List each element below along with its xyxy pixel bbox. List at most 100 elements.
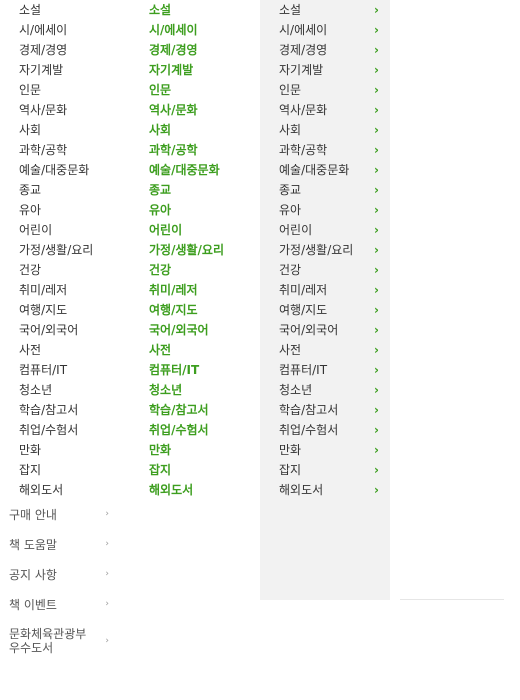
chevron-right-icon: › — [374, 143, 379, 157]
category-link[interactable]: 역사/문화 — [19, 103, 68, 117]
category-label: 만화 — [279, 443, 302, 457]
category-row[interactable]: 취업/수험서 › — [279, 420, 379, 440]
category-link[interactable]: 여행/지도 — [19, 303, 68, 317]
category-row[interactable]: 과학/공학 › — [279, 140, 379, 160]
category-link[interactable]: 컴퓨터/IT — [19, 363, 68, 377]
category-row[interactable]: 유아 › — [279, 200, 379, 220]
category-link[interactable]: 취미/레저 — [19, 283, 68, 297]
category-link-highlighted[interactable]: 국어/외국어 — [149, 323, 209, 337]
category-label: 경제/경영 — [279, 43, 328, 57]
category-link[interactable]: 국어/외국어 — [19, 323, 79, 337]
category-row[interactable]: 여행/지도 › — [279, 300, 379, 320]
chevron-right-icon: › — [374, 463, 379, 477]
category-link[interactable]: 건강 — [19, 263, 42, 277]
category-link[interactable]: 취업/수험서 — [19, 423, 79, 437]
category-link-highlighted[interactable]: 사전 — [149, 343, 172, 357]
category-link-highlighted[interactable]: 소설 — [149, 3, 172, 17]
guide-link[interactable]: 책 도움말 › — [9, 534, 109, 554]
category-link-highlighted[interactable]: 어린이 — [149, 223, 183, 237]
category-link-highlighted[interactable]: 만화 — [149, 443, 172, 457]
category-row[interactable]: 국어/외국어 › — [279, 320, 379, 340]
category-link-highlighted[interactable]: 청소년 — [149, 383, 183, 397]
category-link-highlighted[interactable]: 가정/생활/요리 — [149, 243, 225, 257]
category-row[interactable]: 종교 › — [279, 180, 379, 200]
category-link-highlighted[interactable]: 시/에세이 — [149, 23, 198, 37]
category-row[interactable]: 컴퓨터/IT › — [279, 360, 379, 380]
category-link-highlighted[interactable]: 종교 — [149, 183, 172, 197]
category-link[interactable]: 시/에세이 — [19, 23, 68, 37]
category-label: 자기계발 — [279, 63, 324, 77]
category-row[interactable]: 사회 › — [279, 120, 379, 140]
category-link-highlighted[interactable]: 컴퓨터/IT — [149, 363, 200, 377]
category-link[interactable]: 학습/참고서 — [19, 403, 79, 417]
guide-link-label: 구매 안내 — [9, 507, 57, 522]
category-row[interactable]: 시/에세이 › — [279, 20, 379, 40]
guide-link[interactable]: 공지 사항 › — [9, 564, 109, 584]
category-label: 어린이 — [279, 223, 313, 237]
category-link[interactable]: 과학/공학 — [19, 143, 68, 157]
category-row[interactable]: 인문 › — [279, 80, 379, 100]
category-link[interactable]: 소설 — [19, 3, 42, 17]
category-link[interactable]: 사전 — [19, 343, 42, 357]
guide-link[interactable]: 구매 안내 › — [9, 504, 109, 524]
category-row[interactable]: 소설 › — [279, 0, 379, 20]
category-link[interactable]: 유아 — [19, 203, 42, 217]
category-link-highlighted[interactable]: 해외도서 — [149, 483, 194, 497]
chevron-right-icon: › — [374, 323, 379, 337]
culture-recommended-link[interactable]: 문화체육관광부 우수도서 › — [9, 624, 109, 658]
category-row[interactable]: 건강 › — [279, 260, 379, 280]
category-row[interactable]: 자기계발 › — [279, 60, 379, 80]
category-link[interactable]: 자기계발 — [19, 63, 64, 77]
guide-link[interactable]: 책 이벤트 › — [9, 594, 109, 614]
category-row[interactable]: 학습/참고서 › — [279, 400, 379, 420]
category-link[interactable]: 해외도서 — [19, 483, 64, 497]
category-link[interactable]: 사회 — [19, 123, 42, 137]
category-link-highlighted[interactable]: 역사/문화 — [149, 103, 198, 117]
chevron-right-icon: › — [105, 569, 109, 579]
category-link-highlighted[interactable]: 잡지 — [149, 463, 172, 477]
category-link-highlighted[interactable]: 학습/참고서 — [149, 403, 209, 417]
category-row[interactable]: 어린이 › — [279, 220, 379, 240]
category-link[interactable]: 경제/경영 — [19, 43, 68, 57]
category-row[interactable]: 사전 › — [279, 340, 379, 360]
category-link[interactable]: 어린이 — [19, 223, 53, 237]
category-link-highlighted[interactable]: 과학/공학 — [149, 143, 198, 157]
category-link-highlighted[interactable]: 여행/지도 — [149, 303, 198, 317]
category-link-highlighted[interactable]: 건강 — [149, 263, 172, 277]
category-row[interactable]: 해외도서 › — [279, 480, 379, 500]
category-row[interactable]: 역사/문화 › — [279, 100, 379, 120]
chevron-right-icon: › — [374, 423, 379, 437]
category-link-highlighted[interactable]: 자기계발 — [149, 63, 194, 77]
culture-link-label: 문화체육관광부 우수도서 — [9, 627, 86, 655]
category-row[interactable]: 경제/경영 › — [279, 40, 379, 60]
culture-link-line1: 문화체육관광부 — [9, 627, 87, 641]
category-link-highlighted[interactable]: 취미/레저 — [149, 283, 198, 297]
category-link[interactable]: 만화 — [19, 443, 42, 457]
category-link[interactable]: 청소년 — [19, 383, 53, 397]
category-link-highlighted[interactable]: 예술/대중문화 — [149, 163, 220, 177]
category-link[interactable]: 가정/생활/요리 — [19, 243, 94, 257]
category-link-highlighted[interactable]: 경제/경영 — [149, 43, 198, 57]
chevron-right-icon: › — [105, 509, 109, 519]
category-link-highlighted[interactable]: 유아 — [149, 203, 172, 217]
category-label: 여행/지도 — [279, 303, 328, 317]
category-link-highlighted[interactable]: 취업/수험서 — [149, 423, 209, 437]
category-row[interactable]: 만화 › — [279, 440, 379, 460]
guide-link-label: 공지 사항 — [9, 567, 57, 582]
chevron-right-icon: › — [105, 539, 109, 549]
category-link[interactable]: 종교 — [19, 183, 42, 197]
category-row[interactable]: 가정/생활/요리 › — [279, 240, 379, 260]
category-label: 컴퓨터/IT — [279, 363, 328, 377]
category-link[interactable]: 예술/대중문화 — [19, 163, 90, 177]
category-row[interactable]: 예술/대중문화 › — [279, 160, 379, 180]
category-row[interactable]: 청소년 › — [279, 380, 379, 400]
category-link[interactable]: 잡지 — [19, 463, 42, 477]
category-link[interactable]: 인문 — [19, 83, 42, 97]
category-row[interactable]: 취미/레저 › — [279, 280, 379, 300]
category-label: 청소년 — [279, 383, 313, 397]
category-link-highlighted[interactable]: 인문 — [149, 83, 172, 97]
guide-link-label: 책 이벤트 — [9, 597, 57, 612]
guide-link-label: 책 도움말 — [9, 537, 57, 552]
category-row[interactable]: 잡지 › — [279, 460, 379, 480]
category-link-highlighted[interactable]: 사회 — [149, 123, 172, 137]
